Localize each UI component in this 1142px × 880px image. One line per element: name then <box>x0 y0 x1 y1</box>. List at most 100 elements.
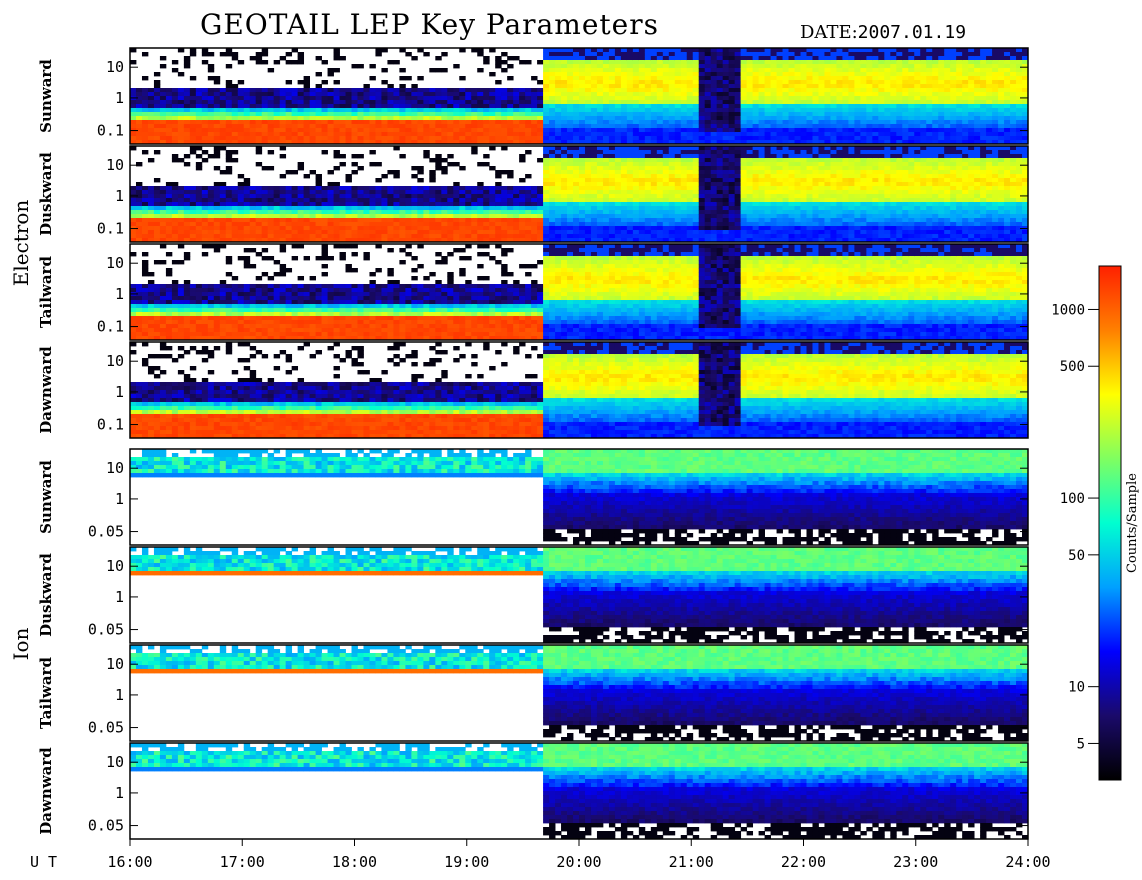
heatmap-cell <box>525 214 532 219</box>
heatmap-cell <box>351 198 358 203</box>
heatmap-cell <box>441 140 448 145</box>
heatmap-cell <box>273 222 281 227</box>
heatmap-cell <box>704 64 712 69</box>
heatmap-cell <box>668 162 676 167</box>
heatmap-cell <box>471 194 478 199</box>
heatmap-cell <box>668 104 676 109</box>
heatmap-cell <box>680 218 688 223</box>
heatmap-cell <box>974 84 981 89</box>
heatmap-cell <box>968 112 975 117</box>
heatmap-cell <box>543 166 550 171</box>
heatmap-cell <box>537 210 544 215</box>
heatmap-cell <box>704 230 712 235</box>
heatmap-cell <box>315 72 322 77</box>
heatmap-cell <box>237 60 245 65</box>
heatmap-cell <box>764 136 771 141</box>
heatmap-cell <box>273 238 281 243</box>
heatmap-cell <box>285 92 293 97</box>
heatmap-cell <box>351 206 358 211</box>
heatmap-cell <box>279 238 287 243</box>
heatmap-cell <box>381 218 388 223</box>
heatmap-cell <box>483 198 490 203</box>
heatmap-cell <box>387 100 394 105</box>
heatmap-cell <box>728 170 736 175</box>
heatmap-cell <box>920 120 927 125</box>
heatmap-cell <box>255 210 263 215</box>
heatmap-cell <box>261 140 269 145</box>
heatmap-cell <box>638 136 646 141</box>
heatmap-cell <box>620 60 628 65</box>
heatmap-cell <box>920 124 927 129</box>
heatmap-cell <box>800 64 807 69</box>
heatmap-cell <box>710 226 718 231</box>
heatmap-cell <box>806 92 813 97</box>
heatmap-cell <box>650 214 658 219</box>
heatmap-cell <box>369 140 376 145</box>
heatmap-cell <box>632 128 640 133</box>
heatmap-cell <box>686 84 694 89</box>
heatmap-cell <box>237 182 245 187</box>
heatmap-cell <box>231 112 239 117</box>
heatmap-cell <box>291 116 299 121</box>
heatmap-cell <box>195 214 203 219</box>
heatmap-cell <box>141 108 149 113</box>
heatmap-cell <box>393 218 400 223</box>
heatmap-cell <box>303 76 310 81</box>
heatmap-cell <box>638 100 646 105</box>
heatmap-cell <box>387 92 394 97</box>
heatmap-cell <box>740 64 748 69</box>
heatmap-cell <box>573 76 580 81</box>
heatmap-cell <box>231 96 239 101</box>
heatmap-cell <box>650 100 658 105</box>
heatmap-cell <box>159 140 167 145</box>
heatmap-cell <box>381 124 388 129</box>
heatmap-cell <box>345 96 352 101</box>
heatmap-cell <box>573 174 580 179</box>
heatmap-cell <box>405 108 412 113</box>
heatmap-cell <box>213 140 221 145</box>
heatmap-cell <box>962 52 969 57</box>
heatmap-cell <box>219 132 227 137</box>
heatmap-cell <box>614 80 622 85</box>
heatmap-cell <box>884 56 891 61</box>
heatmap-cell <box>920 56 927 61</box>
heatmap-cell <box>435 56 442 61</box>
heatmap-cell <box>489 100 496 105</box>
heatmap-cell <box>441 194 448 199</box>
heatmap-cell <box>135 190 143 195</box>
heatmap-cell <box>519 210 526 215</box>
heatmap-cell <box>405 238 412 243</box>
heatmap-cell <box>273 214 281 219</box>
heatmap-cell <box>423 120 430 125</box>
heatmap-cell <box>345 88 352 93</box>
heatmap-cell <box>788 96 795 101</box>
heatmap-cell <box>147 210 155 215</box>
heatmap-cell <box>1016 100 1023 105</box>
heatmap-cell <box>573 154 580 159</box>
heatmap-cell <box>710 84 718 89</box>
heatmap-cell <box>213 222 221 227</box>
heatmap-cell <box>417 206 424 211</box>
heatmap-cell <box>608 96 616 101</box>
heatmap-cell <box>261 132 269 137</box>
heatmap-cell <box>704 206 712 211</box>
heatmap-cell <box>567 146 574 151</box>
heatmap-cell <box>1010 124 1017 129</box>
heatmap-cell <box>938 48 945 53</box>
heatmap-cell <box>794 88 801 93</box>
heatmap-cell <box>782 72 789 77</box>
heatmap-cell <box>764 128 771 133</box>
heatmap-cell <box>836 76 843 81</box>
heatmap-cell <box>728 124 736 129</box>
heatmap-cell <box>692 48 700 53</box>
heatmap-cell <box>130 210 137 215</box>
heatmap-cell <box>842 92 849 97</box>
heatmap-cell <box>668 68 676 73</box>
heatmap-cell <box>573 140 580 145</box>
heatmap-cell <box>417 116 424 121</box>
heatmap-cell <box>974 72 981 77</box>
heatmap-cell <box>842 80 849 85</box>
heatmap-cell <box>740 76 748 81</box>
heatmap-cell <box>728 104 736 109</box>
heatmap-cell <box>710 162 718 167</box>
